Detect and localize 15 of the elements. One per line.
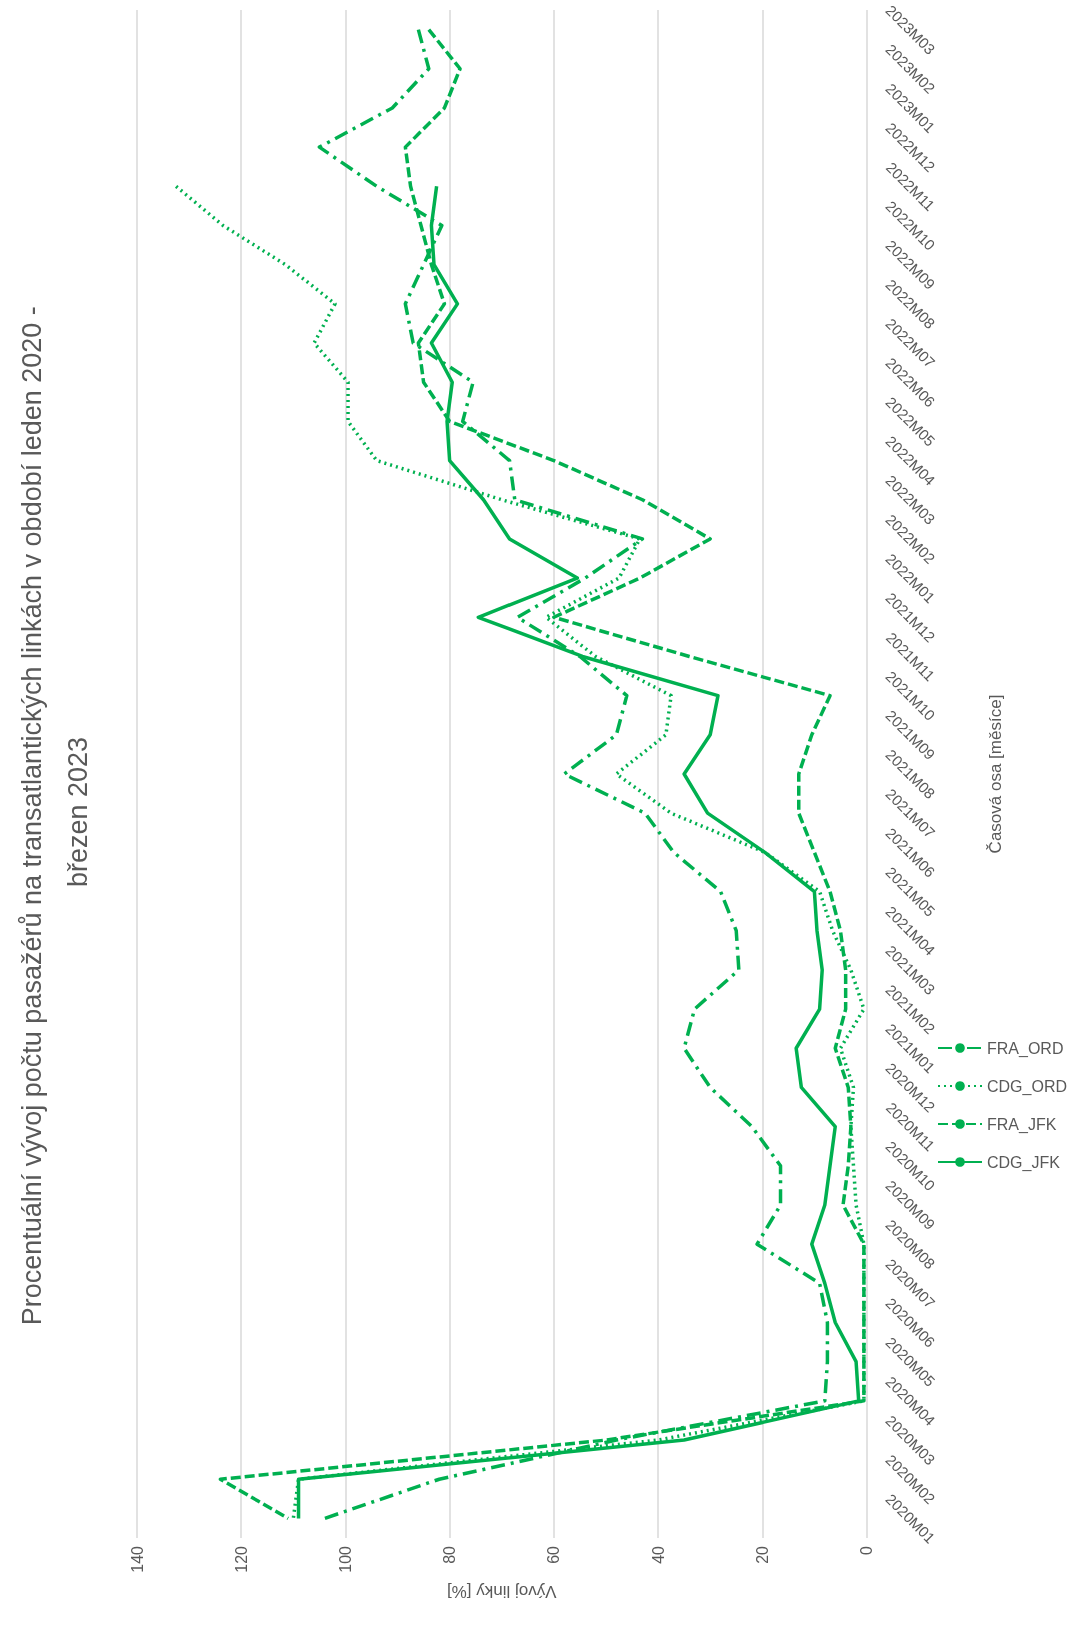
x-axis-title: Vývoj linky [%] (446, 1582, 557, 1601)
legend-label: CDG_ORD (987, 1077, 1068, 1096)
legend-label: FRA_JFK (987, 1115, 1057, 1134)
x-tick-label: 40 (649, 1545, 667, 1564)
text: Procentuální vývoj počtu pasažérů na transatlantických linkách v období leden 2020 - březen 2023 (17, 298, 93, 1326)
x-tick-label: 120 (232, 1545, 250, 1573)
x-tick-label: 80 (441, 1545, 459, 1564)
x-tick-label: 20 (753, 1545, 771, 1564)
x-tick-label: 100 (336, 1545, 354, 1573)
x-tick-label: 60 (545, 1545, 563, 1564)
legend-label: FRA_ORD (987, 1039, 1064, 1058)
x-tick-label: 140 (128, 1545, 146, 1573)
x-tick-label: 0 (858, 1545, 875, 1555)
y-axis-title: Časová osa [měsíce] (985, 694, 1005, 854)
legend-label: CDG_JFK (987, 1153, 1061, 1172)
